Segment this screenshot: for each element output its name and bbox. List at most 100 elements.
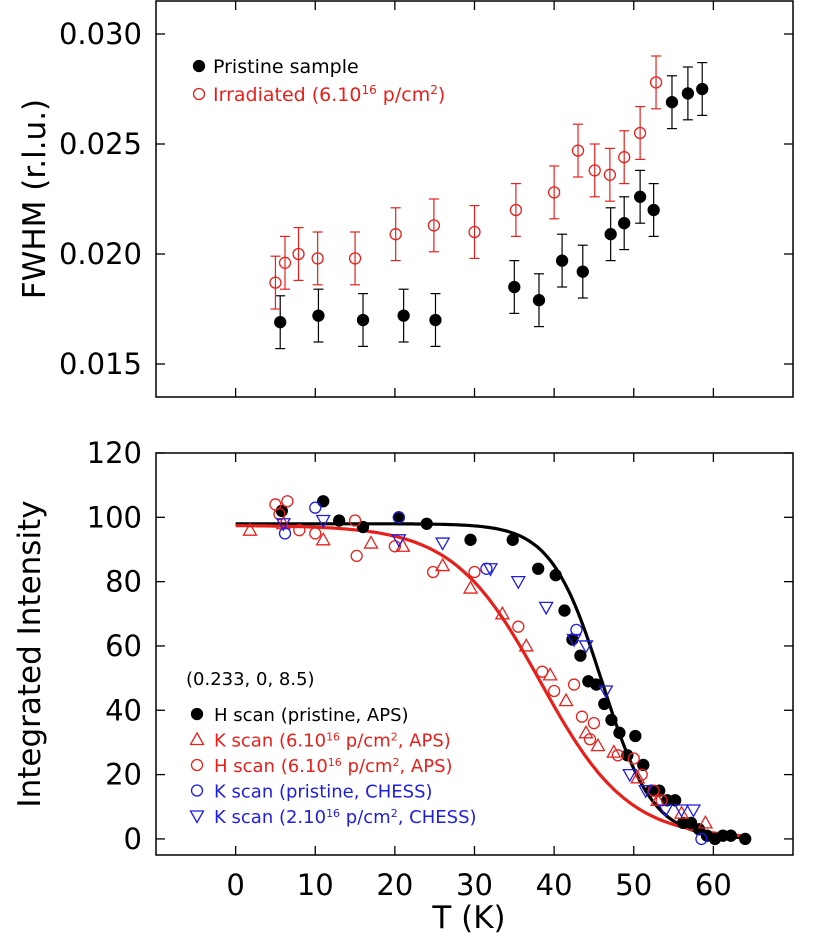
data-point bbox=[621, 749, 634, 762]
bottom-x-tick-label: 20 bbox=[376, 868, 413, 902]
top-y-tick-label: 0.015 bbox=[59, 347, 142, 381]
data-point bbox=[695, 832, 708, 846]
data-point bbox=[549, 569, 562, 582]
data-point bbox=[509, 203, 523, 217]
data-point bbox=[391, 534, 407, 548]
data-point bbox=[464, 533, 477, 546]
series-H scan (6.10^16 p/cm^2, APS) bbox=[269, 495, 668, 807]
legend-marker bbox=[189, 810, 205, 824]
data-point bbox=[274, 316, 287, 329]
data-point bbox=[588, 164, 601, 177]
data-point bbox=[571, 144, 585, 157]
series-Irradiated (6.10^16 p/cm^2) bbox=[269, 55, 663, 310]
data-point bbox=[278, 527, 292, 540]
data-point bbox=[570, 623, 583, 637]
data-point bbox=[429, 313, 442, 327]
data-point bbox=[315, 532, 331, 546]
bottom-x-tick-label: 0 bbox=[226, 868, 244, 902]
bottom-y-tick-label: 100 bbox=[87, 500, 142, 534]
data-point bbox=[468, 225, 481, 239]
data-point bbox=[673, 805, 690, 819]
bottom-ticks: 0 10 20 30 40 50 60 0 20 40 60 80 100 120 bbox=[87, 436, 793, 902]
data-point bbox=[603, 168, 617, 181]
data-point bbox=[350, 549, 363, 563]
legend-marker bbox=[189, 731, 205, 746]
data-point bbox=[647, 203, 660, 217]
data-point bbox=[558, 692, 574, 707]
data-point bbox=[673, 804, 690, 818]
bottom-y-tick-label: 40 bbox=[105, 693, 142, 727]
data-point bbox=[317, 495, 330, 508]
bottom-y-tick-label: 80 bbox=[105, 565, 142, 599]
hkl-annotation: (0.233, 0, 8.5) bbox=[186, 669, 315, 690]
data-point bbox=[435, 557, 451, 572]
data-point bbox=[696, 82, 709, 96]
data-point bbox=[435, 537, 451, 551]
data-point bbox=[622, 768, 638, 783]
bottom-legend: H scan (pristine, APS) K scan (6.1016 p/c… bbox=[189, 705, 477, 829]
bottom-y-tick-label: 0 bbox=[124, 822, 142, 856]
data-point bbox=[397, 309, 410, 322]
bottom-y-axis-title: Integrated Intensity bbox=[12, 500, 48, 807]
data-point bbox=[605, 713, 618, 727]
data-point bbox=[538, 601, 554, 616]
data-point bbox=[611, 749, 624, 762]
legend-marker bbox=[190, 784, 204, 797]
data-point bbox=[692, 823, 706, 836]
legend-label: K scan (2.1016 p/cm2, CHESS) bbox=[214, 807, 477, 829]
top-plot-frame bbox=[155, 0, 794, 398]
data-point bbox=[598, 685, 614, 699]
data-point bbox=[685, 804, 702, 818]
data-point bbox=[542, 667, 558, 681]
data-point bbox=[649, 76, 663, 89]
data-point bbox=[590, 678, 603, 691]
legend-label: Pristine sample bbox=[213, 56, 359, 78]
data-point bbox=[281, 495, 294, 508]
bottom-plot-frame bbox=[155, 452, 794, 856]
data-point bbox=[315, 514, 331, 529]
data-point bbox=[566, 633, 582, 648]
bottom-panel: Integrated Intensity T (K) 0 10 20 30 40 50 60… bbox=[12, 436, 794, 936]
data-point bbox=[697, 815, 714, 829]
data-point bbox=[578, 724, 594, 739]
data-point bbox=[681, 87, 695, 100]
data-point bbox=[633, 126, 647, 140]
data-point bbox=[506, 533, 519, 546]
data-point bbox=[547, 186, 561, 199]
data-point bbox=[309, 501, 322, 514]
bottom-x-tick-label: 50 bbox=[615, 868, 652, 902]
data-point bbox=[309, 527, 322, 540]
legend-label: K scan (pristine, CHESS) bbox=[214, 782, 433, 803]
data-point bbox=[462, 580, 479, 594]
data-point bbox=[655, 794, 668, 807]
data-point bbox=[590, 737, 606, 752]
data-point bbox=[635, 768, 648, 781]
bottom-x-tick-label: 60 bbox=[695, 868, 732, 902]
data-point bbox=[558, 604, 571, 617]
bottom-y-tick-label: 120 bbox=[87, 436, 142, 470]
data-point bbox=[292, 247, 305, 261]
legend-marker bbox=[192, 59, 206, 73]
bottom-x-tick-label: 10 bbox=[297, 868, 334, 902]
top-y-tick-label: 0.030 bbox=[59, 17, 142, 51]
data-point bbox=[575, 710, 589, 723]
data-point bbox=[363, 535, 379, 549]
data-point bbox=[647, 784, 660, 797]
bottom-x-axis-title: T (K) bbox=[431, 900, 505, 936]
legend-label: K scan (6.1016 p/cm2, APS) bbox=[214, 730, 451, 752]
legend-label: Irradiated (6.1016 p/cm2) bbox=[213, 83, 445, 106]
data-point bbox=[555, 254, 569, 267]
data-point bbox=[356, 313, 370, 327]
data-point bbox=[311, 252, 324, 265]
data-point bbox=[536, 665, 549, 678]
data-point bbox=[583, 733, 597, 746]
legend-label: H scan (pristine, APS) bbox=[214, 705, 409, 726]
top-ticks: 0.015 0.020 0.025 0.030 bbox=[59, 1, 793, 397]
data-point bbox=[273, 507, 286, 521]
data-point bbox=[598, 697, 611, 710]
fit-curve bbox=[235, 524, 750, 838]
data-point bbox=[630, 769, 646, 784]
data-point bbox=[532, 562, 545, 575]
data-point bbox=[269, 276, 282, 289]
data-point bbox=[547, 684, 561, 698]
